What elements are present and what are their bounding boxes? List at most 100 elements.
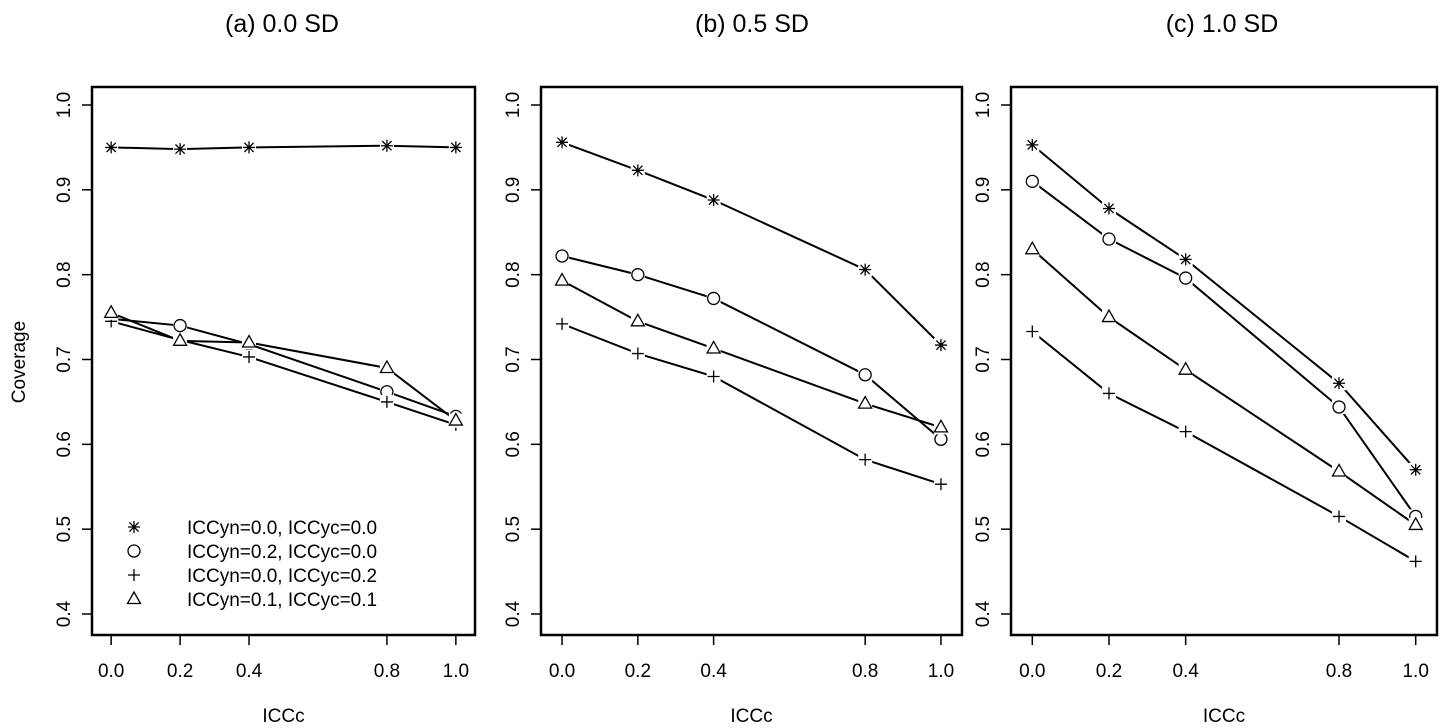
series-line-asterisk bbox=[111, 144, 456, 151]
y-tick-label: 0.5 bbox=[973, 516, 994, 542]
marker-background bbox=[1332, 464, 1347, 479]
data-point-asterisk bbox=[449, 141, 462, 154]
y-tick-label: 1.0 bbox=[973, 92, 994, 118]
y-tick-label: 0.8 bbox=[503, 261, 524, 287]
y-tick-label: 0.6 bbox=[973, 431, 994, 457]
data-point-circle bbox=[1102, 232, 1116, 246]
marker-background bbox=[1101, 310, 1116, 325]
data-point-asterisk bbox=[105, 141, 118, 154]
legend-marker-asterisk bbox=[128, 521, 140, 533]
y-tick-label: 0.9 bbox=[54, 177, 75, 203]
data-point-plus bbox=[556, 317, 569, 330]
x-tick-label: 0.4 bbox=[1172, 661, 1199, 682]
marker-background bbox=[933, 432, 948, 447]
data-point-triangle bbox=[933, 419, 949, 433]
y-tick-label: 0.9 bbox=[503, 177, 524, 203]
marker-background bbox=[1101, 232, 1116, 247]
y-tick-label: 0.6 bbox=[54, 431, 75, 457]
series-line-plus bbox=[1031, 330, 1417, 563]
legend-entry-label: ICCyn=0.2, ICCyc=0.0 bbox=[187, 542, 377, 563]
x-tick-label: 0.2 bbox=[625, 661, 651, 682]
plot-frame bbox=[90, 85, 477, 637]
data-point-asterisk bbox=[859, 263, 872, 276]
legend-entry-label: ICCyn=0.0, ICCyc=0.0 bbox=[187, 518, 377, 539]
data-point-triangle bbox=[172, 332, 188, 346]
y-tick-label: 0.4 bbox=[973, 600, 994, 627]
data-point-asterisk bbox=[1026, 138, 1039, 151]
x-tick-label: 0.8 bbox=[852, 661, 878, 682]
marker-background bbox=[104, 305, 119, 320]
data-point-plus bbox=[1333, 510, 1346, 523]
x-tick-label: 0.8 bbox=[1326, 661, 1352, 682]
data-point-triangle bbox=[1024, 240, 1040, 255]
legend-entry-label: ICCyn=0.1, ICCyc=0.1 bbox=[187, 590, 377, 611]
x-tick-label: 0.0 bbox=[549, 661, 575, 682]
marker-background bbox=[706, 341, 721, 356]
series-line-plus bbox=[110, 320, 457, 426]
chart-title: (a) 0.0 SD bbox=[225, 10, 339, 38]
data-point-plus bbox=[243, 350, 256, 363]
data-point-triangle bbox=[1331, 463, 1347, 477]
data-point-triangle bbox=[554, 272, 570, 286]
x-axis-label: ICCc bbox=[730, 706, 772, 727]
y-tick-label: 1.0 bbox=[54, 92, 75, 118]
data-point-plus bbox=[859, 453, 872, 466]
y-tick-label: 0.4 bbox=[503, 600, 524, 627]
x-tick-label: 0.0 bbox=[98, 661, 124, 682]
marker-background bbox=[1178, 362, 1193, 377]
data-point-circle bbox=[858, 368, 872, 382]
y-tick-label: 1.0 bbox=[503, 92, 524, 118]
legend-marker-circle bbox=[127, 544, 141, 558]
data-point-triangle bbox=[705, 340, 722, 354]
data-point-circle bbox=[173, 318, 187, 333]
marker-background bbox=[555, 273, 570, 288]
chart-title: (b) 0.5 SD bbox=[695, 10, 809, 38]
x-tick-label: 1.0 bbox=[1402, 661, 1428, 682]
data-point-circle bbox=[706, 291, 721, 306]
x-tick-label: 0.4 bbox=[700, 661, 727, 682]
marker-background bbox=[1332, 400, 1347, 415]
marker-background bbox=[242, 335, 257, 350]
data-point-asterisk bbox=[556, 136, 569, 149]
y-tick-label: 0.6 bbox=[503, 431, 524, 457]
legend-marker-triangle bbox=[126, 590, 142, 605]
marker-background bbox=[173, 318, 188, 333]
data-point-asterisk bbox=[1333, 377, 1346, 390]
x-axis-label: ICCc bbox=[262, 706, 304, 727]
data-point-circle bbox=[1025, 174, 1039, 189]
x-tick-label: 1.0 bbox=[443, 661, 469, 682]
data-point-asterisk bbox=[243, 141, 256, 154]
data-point-plus bbox=[934, 478, 947, 491]
x-tick-label: 0.2 bbox=[1096, 661, 1122, 682]
y-tick-label: 0.8 bbox=[54, 261, 75, 287]
marker-background bbox=[1178, 271, 1193, 286]
data-point-asterisk bbox=[934, 339, 947, 352]
data-point-plus bbox=[631, 347, 644, 360]
marker-background bbox=[858, 396, 873, 411]
x-tick-label: 0.0 bbox=[1019, 661, 1045, 682]
y-tick-label: 0.5 bbox=[54, 516, 75, 542]
marker-background bbox=[555, 249, 570, 264]
series-line-triangle bbox=[110, 311, 457, 422]
data-point-circle bbox=[631, 268, 645, 282]
y-tick-label: 0.5 bbox=[503, 516, 524, 542]
plot-frame bbox=[1009, 85, 1439, 637]
data-point-asterisk bbox=[380, 139, 393, 152]
y-tick-label: 0.9 bbox=[973, 177, 994, 203]
data-point-triangle bbox=[448, 412, 464, 426]
marker-background bbox=[706, 291, 721, 306]
chart-title: (c) 1.0 SD bbox=[1166, 10, 1279, 38]
marker-background bbox=[1025, 174, 1040, 189]
y-axis-label: Coverage bbox=[9, 321, 30, 403]
data-point-asterisk bbox=[631, 164, 644, 177]
series-line-triangle bbox=[561, 279, 942, 429]
y-tick-label: 0.7 bbox=[503, 346, 524, 372]
data-point-asterisk bbox=[174, 143, 187, 156]
data-point-plus bbox=[380, 395, 393, 408]
data-point-triangle bbox=[1178, 361, 1194, 375]
chart-panel: (b) 0.5 SD 0.0 0.2 0.4 0.8 1.0 ICCc 0.4 0.5 0.6 0.… bbox=[503, 10, 964, 727]
marker-background bbox=[858, 367, 873, 382]
marker-background bbox=[933, 420, 948, 435]
data-point-triangle bbox=[241, 334, 257, 348]
